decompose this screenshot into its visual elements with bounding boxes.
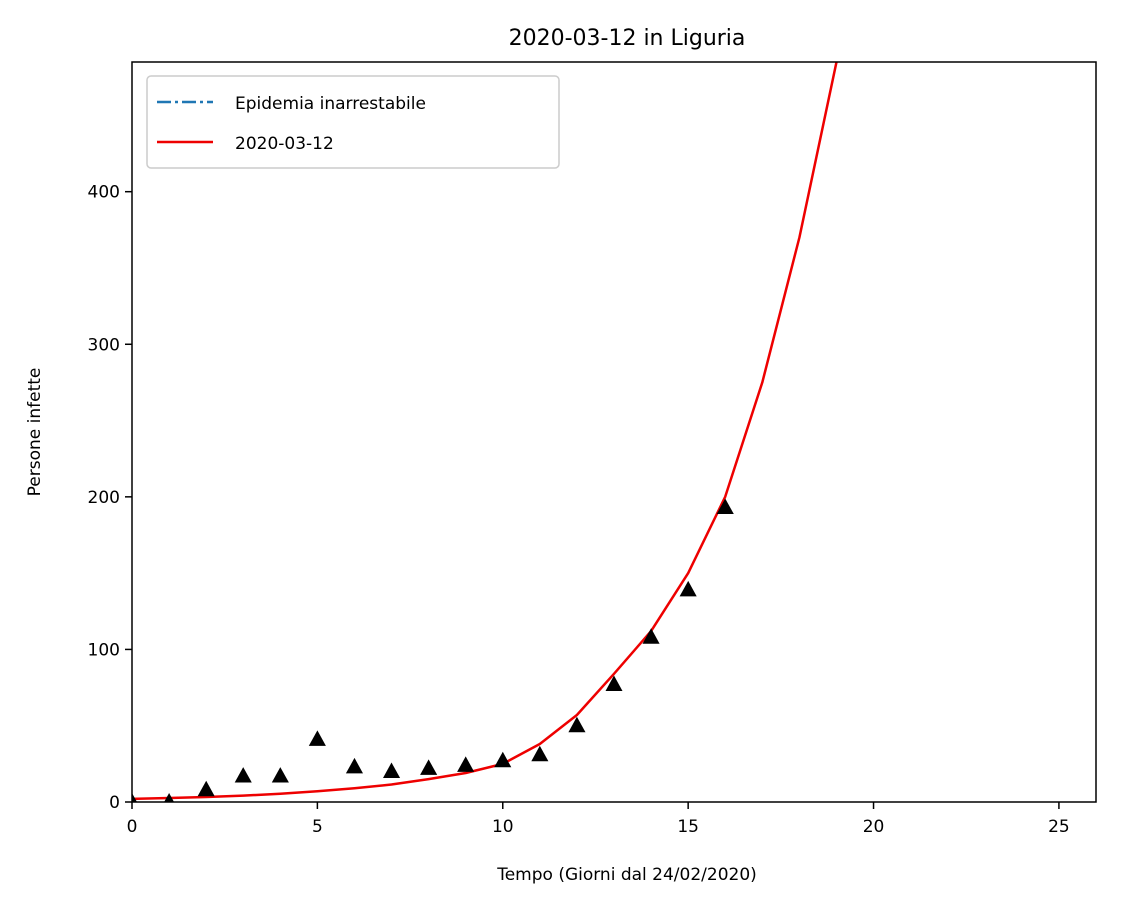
x-tick-label: 25 xyxy=(1048,817,1070,837)
series-line-2 xyxy=(132,62,838,801)
y-tick-label: 0 xyxy=(109,793,120,813)
data-point xyxy=(420,759,438,775)
x-axis-label: Tempo (Giorni dal 24/02/2020) xyxy=(496,865,757,885)
data-point xyxy=(271,767,289,783)
y-tick-label: 100 xyxy=(88,640,120,660)
x-tick-label: 0 xyxy=(127,817,138,837)
data-point xyxy=(494,751,512,768)
legend: Epidemia inarrestabile 2020-03-12 xyxy=(146,75,560,169)
x-tick-label: 15 xyxy=(677,817,699,837)
x-tick-label: 20 xyxy=(863,817,885,837)
data-point xyxy=(308,730,326,746)
data-point xyxy=(605,675,623,691)
x-tick-label: 10 xyxy=(492,817,514,837)
data-point xyxy=(164,793,175,802)
data-point xyxy=(132,793,137,802)
data-point xyxy=(642,628,660,644)
series-layer xyxy=(132,62,838,802)
axes: 0 5 10 15 20 25 0 100 200 300 400 xyxy=(88,61,1097,837)
x-tick-label: 5 xyxy=(312,817,323,837)
chart-title: 2020-03-12 in Liguria xyxy=(509,26,746,51)
data-point xyxy=(679,580,697,597)
data-point xyxy=(568,716,586,733)
y-axis-label: Persone infette xyxy=(25,368,45,497)
plot-area xyxy=(132,62,838,802)
y-tick-label: 300 xyxy=(88,335,120,355)
y-tick-label: 400 xyxy=(88,183,120,203)
legend-frame xyxy=(146,75,560,169)
plot-frame xyxy=(131,61,1097,803)
legend-label-series-1: Epidemia inarrestabile xyxy=(235,94,426,114)
data-point xyxy=(197,780,215,797)
data-point xyxy=(716,498,734,514)
data-point xyxy=(457,756,475,772)
data-point xyxy=(345,757,363,774)
y-tick-label: 200 xyxy=(88,488,120,508)
data-point xyxy=(383,762,401,778)
legend-label-series-2: 2020-03-12 xyxy=(235,134,334,154)
data-point xyxy=(234,767,252,783)
data-point xyxy=(531,745,549,762)
